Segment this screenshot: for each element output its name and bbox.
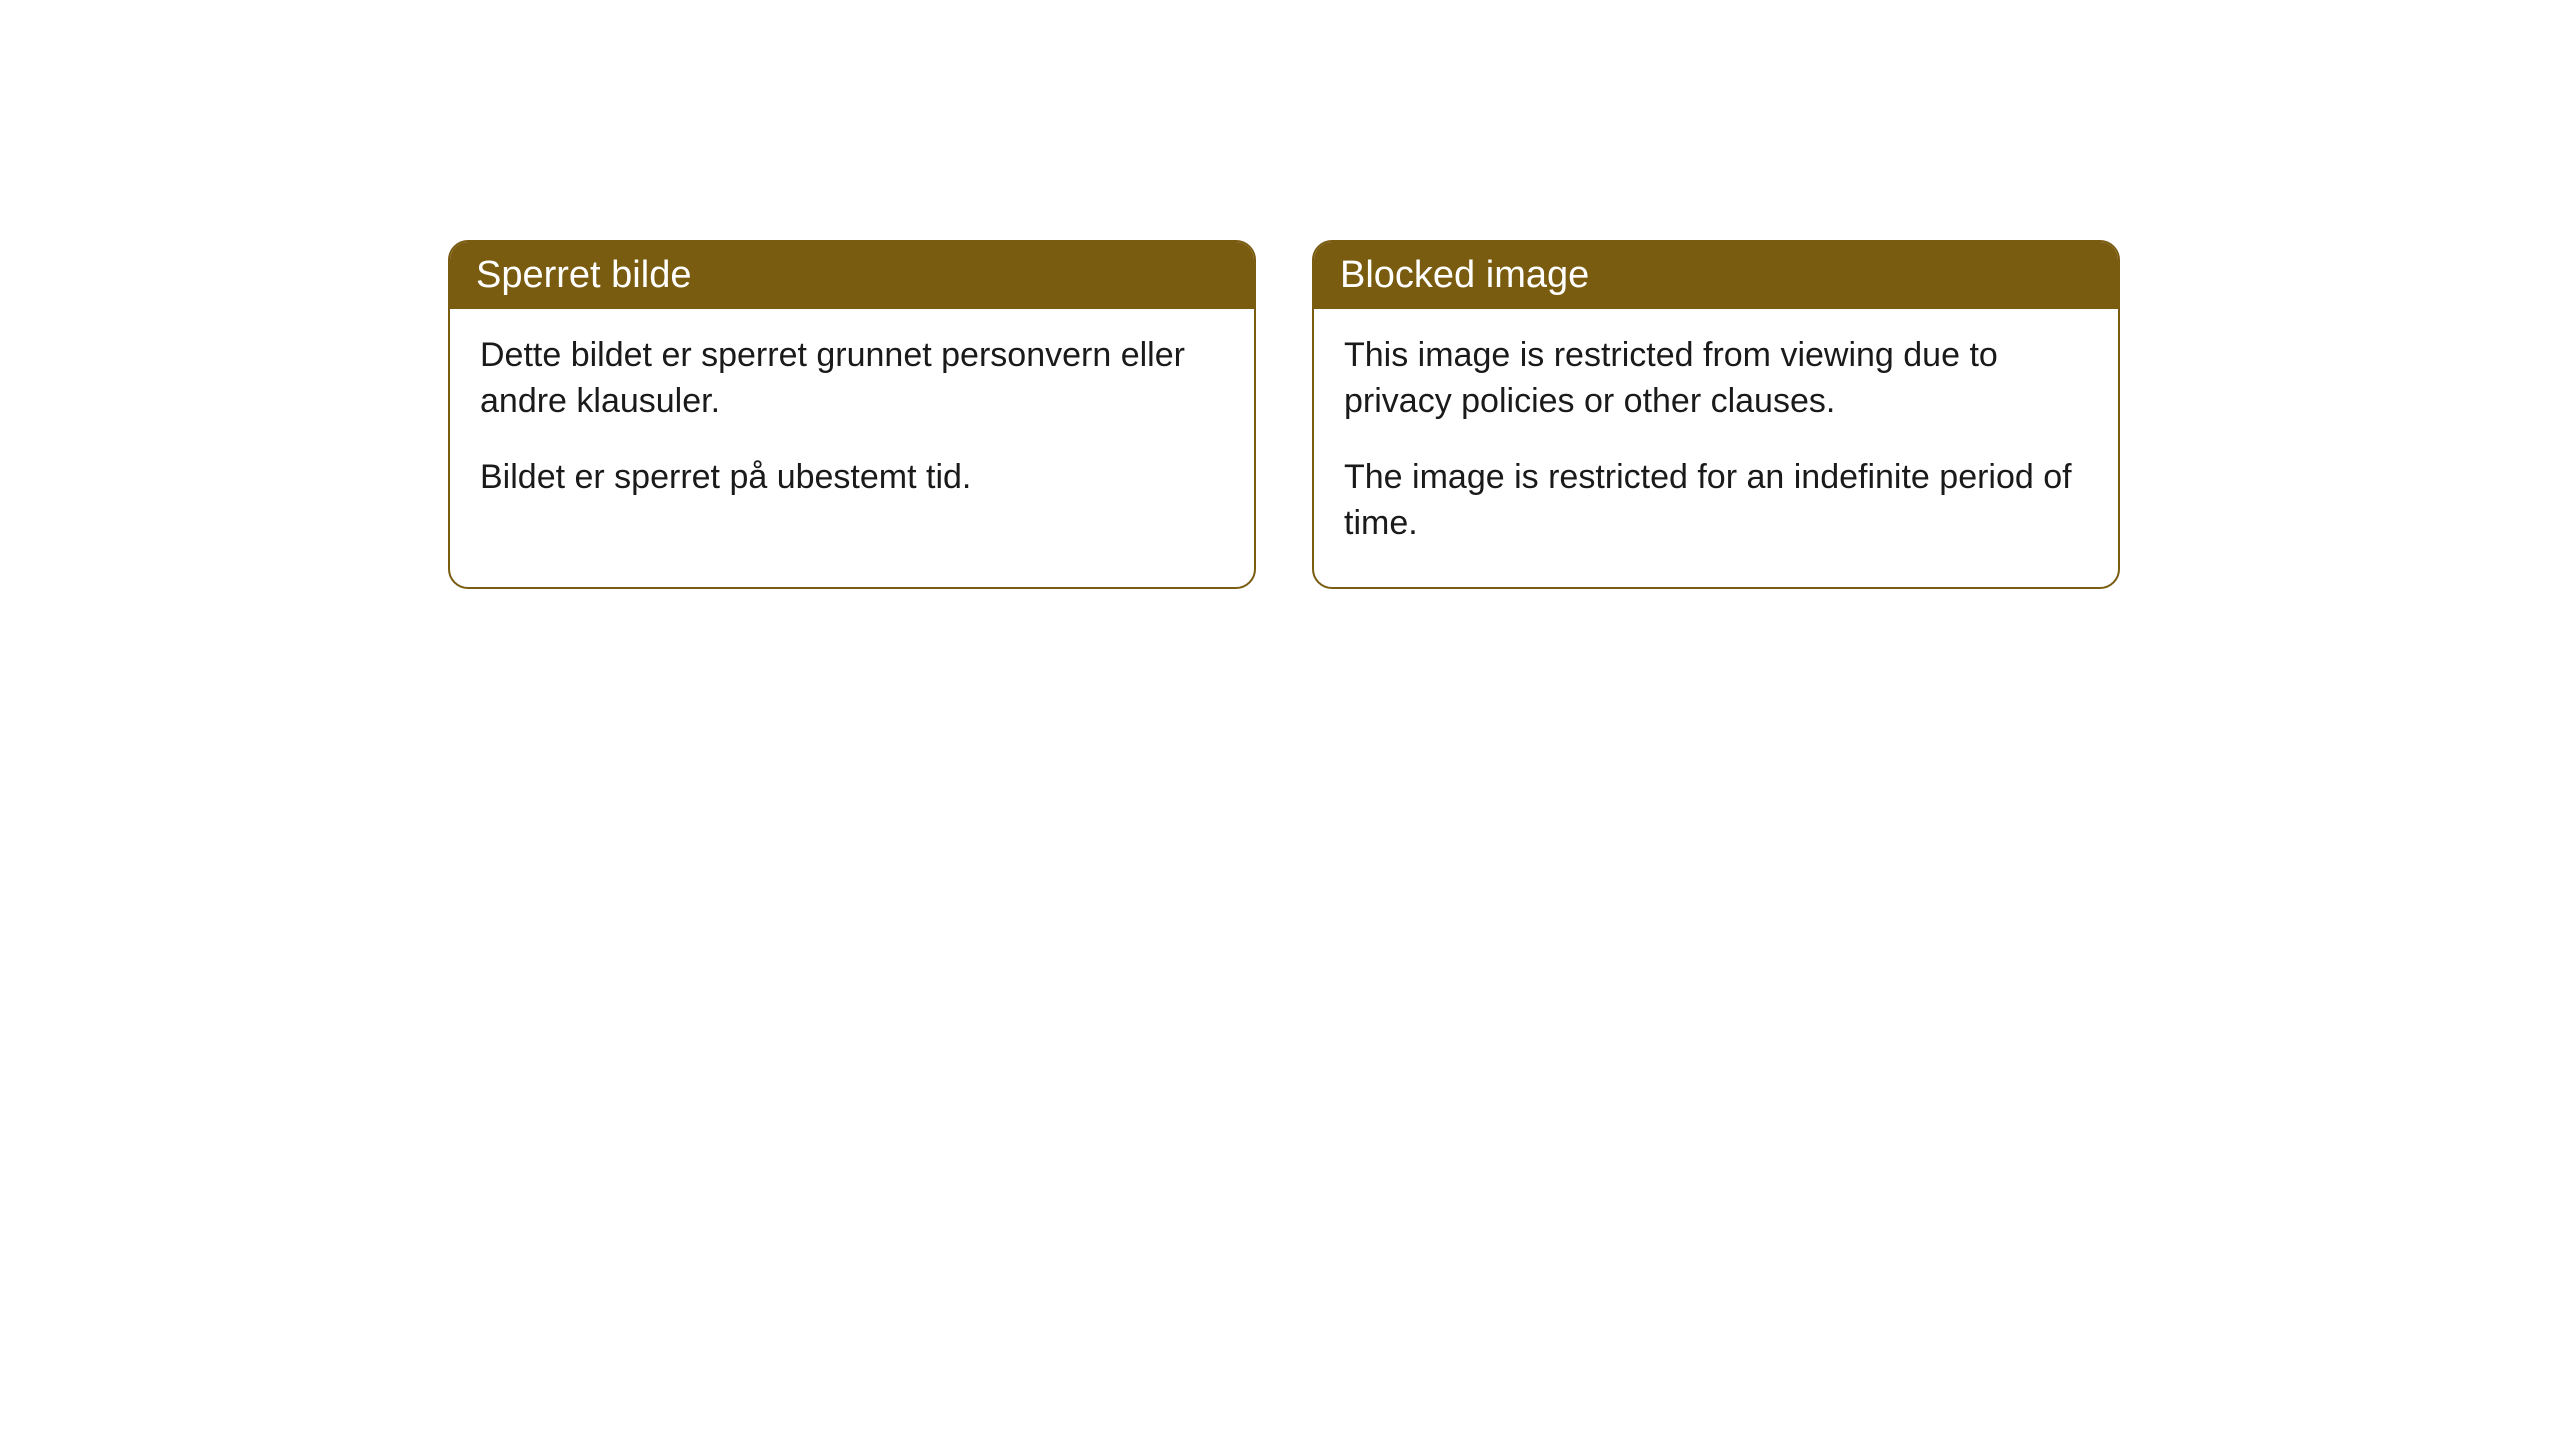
blocked-image-card-norwegian: Sperret bilde Dette bildet er sperret gr… [448, 240, 1256, 589]
card-body: This image is restricted from viewing du… [1314, 309, 2118, 587]
card-paragraph: This image is restricted from viewing du… [1344, 333, 2088, 425]
card-title: Blocked image [1340, 254, 1589, 296]
notice-cards-container: Sperret bilde Dette bildet er sperret gr… [448, 240, 2120, 589]
blocked-image-card-english: Blocked image This image is restricted f… [1312, 240, 2120, 589]
card-header: Sperret bilde [450, 242, 1254, 309]
card-paragraph: The image is restricted for an indefinit… [1344, 455, 2088, 547]
card-title: Sperret bilde [476, 254, 691, 296]
card-header: Blocked image [1314, 242, 2118, 309]
card-paragraph: Bildet er sperret på ubestemt tid. [480, 455, 1224, 501]
card-body: Dette bildet er sperret grunnet personve… [450, 309, 1254, 541]
card-paragraph: Dette bildet er sperret grunnet personve… [480, 333, 1224, 425]
